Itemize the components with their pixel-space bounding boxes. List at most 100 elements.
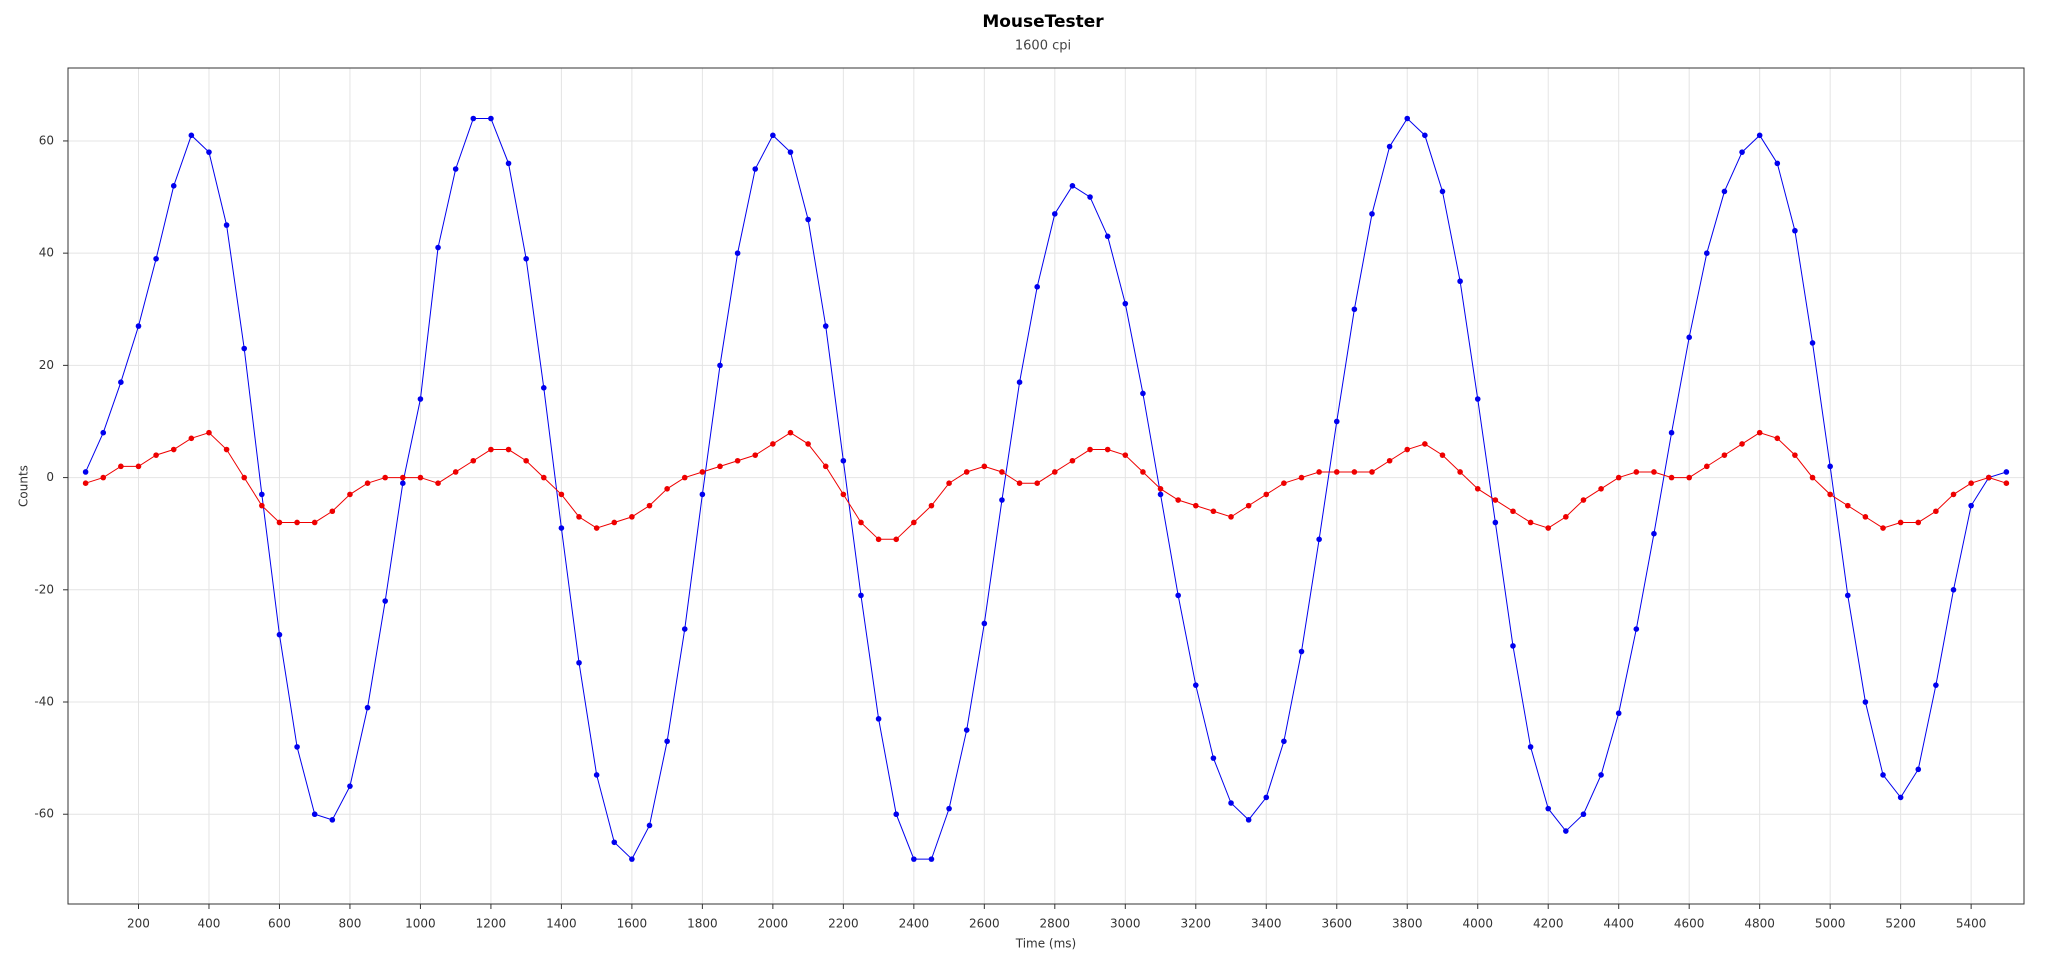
data-point bbox=[347, 491, 353, 498]
data-point bbox=[1651, 530, 1657, 537]
data-point bbox=[770, 132, 776, 139]
x-tick-label: 2200 bbox=[828, 917, 859, 931]
data-point bbox=[417, 396, 424, 402]
data-point bbox=[1968, 480, 1974, 486]
data-point bbox=[1686, 334, 1692, 341]
data-point bbox=[629, 514, 635, 520]
data-point bbox=[1474, 486, 1481, 492]
data-point bbox=[717, 463, 723, 470]
x-tick-label: 3000 bbox=[1110, 917, 1141, 931]
data-point bbox=[1298, 474, 1305, 481]
data-point bbox=[2003, 469, 2010, 475]
data-point bbox=[1245, 817, 1252, 823]
y-tick-label: 60 bbox=[39, 133, 54, 147]
data-point bbox=[135, 323, 142, 329]
data-point bbox=[400, 474, 406, 481]
data-point bbox=[1228, 800, 1234, 806]
data-point bbox=[1809, 340, 1816, 346]
y-tick-label: -60 bbox=[34, 807, 54, 821]
data-point bbox=[840, 491, 847, 498]
data-point bbox=[188, 435, 195, 442]
data-point bbox=[452, 469, 459, 475]
data-point bbox=[1580, 811, 1587, 818]
data-point bbox=[1192, 682, 1199, 688]
data-point bbox=[1369, 469, 1375, 475]
data-point bbox=[999, 497, 1005, 503]
data-point bbox=[311, 811, 318, 818]
data-point bbox=[1439, 452, 1446, 458]
data-point bbox=[1052, 211, 1058, 217]
data-point bbox=[1704, 463, 1710, 470]
data-point bbox=[2003, 480, 2010, 486]
data-point bbox=[1897, 519, 1904, 526]
data-point bbox=[294, 744, 300, 750]
data-point bbox=[734, 457, 741, 464]
data-point bbox=[646, 822, 653, 829]
data-point bbox=[576, 514, 582, 520]
data-point bbox=[1774, 435, 1781, 442]
data-point bbox=[681, 626, 688, 632]
data-point bbox=[1369, 211, 1375, 217]
data-point bbox=[1122, 452, 1129, 458]
data-point bbox=[1140, 390, 1146, 397]
x-tick-label: 5000 bbox=[1815, 917, 1846, 931]
data-point bbox=[1422, 441, 1428, 447]
data-point bbox=[488, 446, 494, 453]
data-point bbox=[364, 704, 371, 711]
data-point bbox=[770, 441, 776, 447]
data-point bbox=[1563, 514, 1569, 520]
data-point bbox=[1844, 592, 1851, 599]
data-point bbox=[1016, 480, 1023, 486]
data-point bbox=[1316, 469, 1322, 475]
data-point bbox=[1527, 744, 1534, 750]
data-point bbox=[1862, 699, 1869, 705]
data-point bbox=[981, 620, 988, 627]
data-point bbox=[452, 166, 459, 172]
data-point bbox=[1933, 508, 1939, 515]
data-point bbox=[928, 856, 935, 862]
data-point bbox=[981, 463, 988, 470]
data-point bbox=[1792, 227, 1798, 234]
data-point bbox=[1985, 474, 1992, 481]
data-point bbox=[1774, 160, 1781, 167]
data-point bbox=[1897, 794, 1904, 801]
data-point bbox=[1052, 469, 1058, 475]
data-point bbox=[1316, 536, 1322, 543]
data-point bbox=[1633, 626, 1640, 632]
data-point bbox=[1175, 592, 1181, 599]
data-point bbox=[576, 659, 582, 666]
x-tick-label: 4600 bbox=[1674, 917, 1705, 931]
data-point bbox=[787, 429, 794, 436]
data-point bbox=[1950, 491, 1957, 498]
data-point bbox=[470, 115, 477, 122]
y-axis-label: Counts bbox=[17, 465, 31, 507]
data-point bbox=[1439, 188, 1446, 195]
x-tick-label: 600 bbox=[268, 917, 291, 931]
data-point bbox=[1457, 469, 1463, 475]
x-tick-label: 400 bbox=[198, 917, 221, 931]
data-point bbox=[1827, 463, 1833, 470]
data-point bbox=[1527, 519, 1534, 526]
data-point bbox=[893, 811, 900, 818]
data-point bbox=[928, 502, 935, 509]
data-point bbox=[1633, 469, 1640, 475]
data-point bbox=[1510, 508, 1516, 515]
y-tick-label: 0 bbox=[46, 470, 54, 484]
data-point bbox=[1192, 502, 1199, 509]
data-point bbox=[1386, 143, 1393, 150]
data-point bbox=[1880, 772, 1886, 778]
data-point bbox=[911, 856, 917, 862]
data-point bbox=[664, 486, 670, 492]
x-tick-label: 3400 bbox=[1251, 917, 1282, 931]
data-point bbox=[1474, 396, 1481, 402]
data-point bbox=[82, 469, 89, 475]
data-point bbox=[858, 592, 864, 599]
data-point bbox=[893, 536, 900, 543]
data-point bbox=[1122, 300, 1129, 307]
data-point bbox=[752, 166, 759, 172]
data-point bbox=[646, 502, 653, 509]
x-tick-label: 3600 bbox=[1321, 917, 1352, 931]
y-tick-label: -40 bbox=[34, 695, 54, 709]
series-line bbox=[85, 117, 2007, 860]
